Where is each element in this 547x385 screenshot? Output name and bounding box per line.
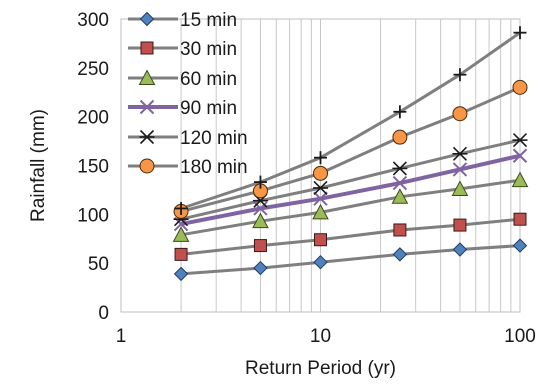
data-point <box>393 223 407 237</box>
data-point <box>253 175 267 189</box>
series-line <box>180 217 521 256</box>
y-tick-label: 300 <box>77 10 109 31</box>
legend-marker <box>139 99 155 115</box>
marker-stroke <box>392 175 408 191</box>
marker-stroke <box>512 148 528 163</box>
legend-label: 30 min <box>180 39 237 60</box>
plot-frame <box>120 18 521 313</box>
legend-marker <box>138 69 156 85</box>
x-axis-title: Return Period (yr) <box>245 358 396 379</box>
data-point <box>314 233 327 247</box>
legend-label: 120 min <box>180 128 248 149</box>
data-point <box>392 247 408 262</box>
series-line <box>180 138 521 221</box>
x-tick-label: 10 <box>310 326 331 347</box>
y-tick-label: 50 <box>88 254 109 275</box>
data-point <box>253 239 267 253</box>
data-point <box>511 171 529 188</box>
data-point <box>513 26 527 40</box>
y-tick-label: 0 <box>98 303 109 324</box>
y-axis-title: Rainfall (mm) <box>28 109 49 222</box>
data-point <box>172 226 190 242</box>
data-point <box>313 180 328 196</box>
legend-label: 60 min <box>180 69 237 90</box>
data-point <box>453 68 467 82</box>
data-point <box>313 165 328 181</box>
data-point <box>174 201 188 215</box>
legend-marker <box>139 129 155 145</box>
y-tick-label: 200 <box>77 108 109 129</box>
legend-marker <box>139 158 155 174</box>
series-markers <box>172 26 529 282</box>
data-point <box>312 203 329 220</box>
y-tick-label: 150 <box>77 157 109 178</box>
legend-label: 15 min <box>180 10 237 31</box>
data-point <box>393 105 407 119</box>
y-axis-ticks: 0 50 100 150 200 250 300 <box>77 10 109 324</box>
data-point <box>512 238 528 253</box>
legend-label: 180 min <box>180 157 248 178</box>
series-line <box>180 153 521 227</box>
x-tick-label: 1 <box>116 326 127 347</box>
marker-stroke <box>139 99 155 115</box>
legend-label: 90 min <box>180 98 237 119</box>
y-tick-label: 250 <box>77 59 109 80</box>
data-point <box>452 106 468 122</box>
data-point <box>313 254 328 270</box>
x-tick-label: 100 <box>504 326 536 347</box>
data-point <box>174 247 188 261</box>
data-point <box>452 146 468 161</box>
y-tick-label: 100 <box>77 205 109 226</box>
legend-marker <box>139 11 155 27</box>
series-line <box>180 31 521 210</box>
data-point <box>313 191 328 206</box>
x-axis-ticks: 1 10 100 <box>116 326 536 347</box>
data-point <box>512 79 528 95</box>
legend-marker <box>140 41 154 55</box>
data-point <box>252 212 269 229</box>
data-point <box>453 218 467 232</box>
marker-stroke <box>313 191 328 206</box>
data-point <box>391 188 409 204</box>
data-point <box>392 161 408 176</box>
data-point <box>512 133 528 148</box>
data-point <box>451 180 469 196</box>
data-point <box>452 162 468 177</box>
grid <box>120 19 521 312</box>
data-point <box>314 151 327 165</box>
data-point <box>253 260 268 276</box>
data-point <box>392 175 408 191</box>
marker-stroke <box>452 162 468 177</box>
legend: 15 min 30 min 60 min 90 min 120 min 180 min <box>128 10 248 178</box>
data-point <box>392 129 408 145</box>
data-point <box>512 148 528 163</box>
series-line <box>180 244 521 276</box>
data-point <box>173 266 189 282</box>
series-line <box>180 178 521 237</box>
data-point <box>452 242 468 257</box>
data-point <box>513 212 527 226</box>
series-line <box>180 86 521 213</box>
series-lines <box>180 31 521 276</box>
